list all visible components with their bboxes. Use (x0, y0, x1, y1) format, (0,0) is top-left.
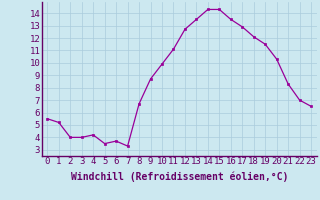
X-axis label: Windchill (Refroidissement éolien,°C): Windchill (Refroidissement éolien,°C) (70, 172, 288, 182)
